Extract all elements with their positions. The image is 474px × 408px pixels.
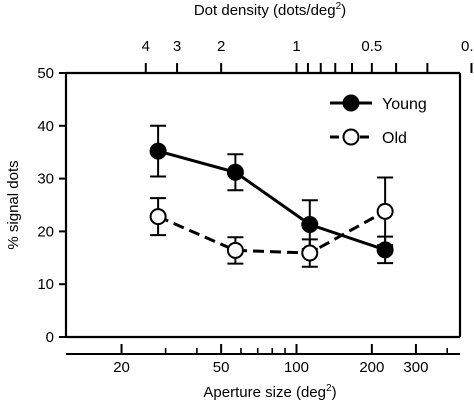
data-point-old <box>226 241 244 259</box>
y-tick-label: 30 <box>37 171 54 188</box>
data-point-young <box>301 216 319 234</box>
legend-label-young: Young <box>382 96 427 113</box>
data-point-old <box>376 202 394 220</box>
bottom-tick-label: 300 <box>403 359 428 376</box>
y-tick-label: 20 <box>37 223 54 240</box>
bottom-axis-title: Aperture size (deg2) <box>203 383 336 401</box>
top-tick-label: 1 <box>292 38 300 55</box>
y-tick-label: 40 <box>37 118 54 135</box>
series-young <box>149 124 394 265</box>
legend-marker-young <box>342 94 360 112</box>
top-axis-title: Dot density (dots/deg2) <box>194 1 346 19</box>
y-tick-label: 0 <box>46 329 54 346</box>
top-tick-label: 3 <box>173 38 181 55</box>
top-tick-label: 0.5 <box>361 38 382 55</box>
legend-marker-old <box>342 128 360 146</box>
y-axis: 0 10 20 30 40 50 <box>37 65 66 346</box>
data-point-old <box>301 244 319 262</box>
series-layer <box>149 124 394 268</box>
top-tick-label: 0.2 <box>461 38 474 55</box>
data-point-young <box>149 142 167 160</box>
bottom-tick-label: 50 <box>213 359 230 376</box>
series-old <box>149 176 394 268</box>
data-point-old <box>149 208 167 226</box>
y-tick-label: 10 <box>37 276 54 293</box>
legend: Young Old <box>330 94 427 147</box>
bottom-tick-label: 20 <box>113 359 130 376</box>
data-point-young <box>226 163 244 181</box>
top-x-axis: 4 3 2 1 0.5 0.2 <box>142 38 474 73</box>
bottom-tick-label: 200 <box>359 359 384 376</box>
legend-label-old: Old <box>382 130 407 147</box>
series-line-old <box>157 209 386 255</box>
y-tick-label: 50 <box>37 65 54 82</box>
top-tick-label: 4 <box>142 38 150 55</box>
top-tick-label: 2 <box>217 38 225 55</box>
plot-frame <box>64 71 462 339</box>
series-line-young <box>157 149 386 252</box>
y-axis-title: % signal dots <box>5 160 22 249</box>
bottom-tick-label: 100 <box>284 359 309 376</box>
bottom-x-axis: 20 50 100 200 300 <box>66 344 460 376</box>
